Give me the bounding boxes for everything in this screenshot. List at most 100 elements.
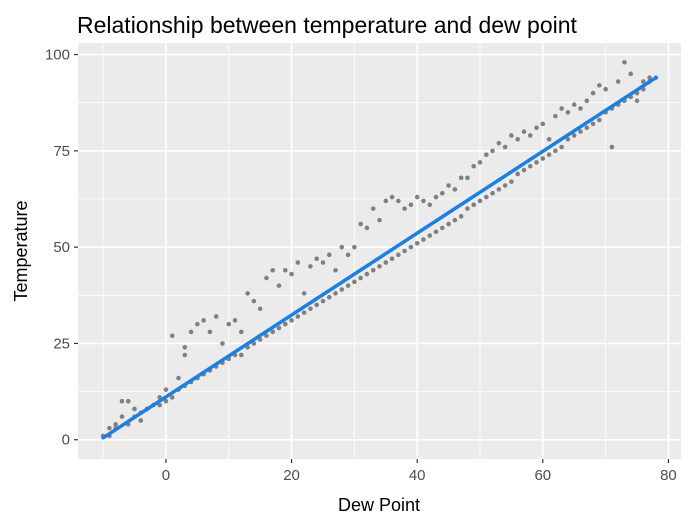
data-point <box>427 233 433 238</box>
data-point <box>477 160 483 165</box>
y-tick-label: 100 <box>45 47 70 64</box>
data-point <box>201 318 206 323</box>
data-point <box>565 110 571 115</box>
data-points <box>100 59 659 439</box>
data-point <box>559 106 564 111</box>
data-point <box>289 318 294 323</box>
data-point <box>370 267 376 273</box>
data-point <box>282 267 288 273</box>
data-point <box>389 256 395 262</box>
data-point <box>308 306 313 312</box>
data-point <box>314 302 319 308</box>
data-point <box>571 102 577 107</box>
data-point <box>540 121 546 127</box>
data-point <box>345 252 351 258</box>
data-point <box>320 298 326 304</box>
data-point <box>364 271 370 277</box>
data-point <box>195 321 200 327</box>
grid-lines <box>78 43 681 459</box>
data-point <box>597 83 602 88</box>
data-point <box>490 190 495 196</box>
data-point <box>213 314 219 319</box>
data-point <box>509 133 514 138</box>
data-point <box>527 133 533 138</box>
data-point <box>521 167 527 173</box>
data-point <box>440 190 445 196</box>
data-point <box>446 221 451 227</box>
x-tick-label: 60 <box>534 467 551 484</box>
data-point <box>571 133 577 138</box>
data-point <box>465 206 470 211</box>
data-point <box>402 206 407 211</box>
data-point <box>364 225 370 231</box>
data-point <box>540 156 546 161</box>
data-point <box>339 244 345 250</box>
data-point <box>521 129 527 134</box>
axes: 0 20 40 60 80 0 25 50 75 100 <box>45 47 677 484</box>
x-tick-label: 40 <box>409 467 426 484</box>
data-point <box>515 171 520 177</box>
data-point <box>433 229 439 235</box>
data-point <box>446 183 451 188</box>
data-point <box>603 86 608 92</box>
data-point <box>239 329 244 335</box>
data-point <box>163 387 169 392</box>
data-point <box>414 194 420 200</box>
data-point <box>345 283 351 288</box>
data-point <box>220 341 225 346</box>
data-point <box>389 194 395 200</box>
data-point <box>308 264 313 269</box>
data-point <box>182 352 188 358</box>
data-point <box>125 398 131 404</box>
data-point <box>483 152 489 158</box>
data-point <box>339 287 345 292</box>
data-point <box>553 148 558 154</box>
data-point <box>352 279 357 285</box>
data-point <box>295 314 301 319</box>
data-point <box>490 148 495 154</box>
y-tick-label: 75 <box>53 143 70 160</box>
data-point <box>590 121 596 127</box>
data-point <box>597 117 602 123</box>
data-point <box>496 140 502 146</box>
data-point <box>301 310 307 315</box>
y-axis-title: Temperature <box>11 200 31 301</box>
data-point <box>320 260 326 265</box>
data-point <box>377 217 382 223</box>
data-point <box>333 267 338 273</box>
data-point <box>452 217 458 223</box>
data-point <box>527 163 533 169</box>
data-point <box>634 98 640 104</box>
data-point <box>119 398 125 404</box>
data-point <box>483 194 489 200</box>
data-point <box>264 275 269 281</box>
data-point <box>169 333 175 339</box>
data-point <box>107 425 112 431</box>
data-point <box>264 333 269 339</box>
data-point <box>421 237 426 242</box>
data-point <box>565 136 571 142</box>
data-point <box>590 90 596 96</box>
data-point <box>396 252 401 258</box>
data-point <box>584 125 590 131</box>
data-point <box>182 344 188 350</box>
data-point <box>270 267 276 273</box>
x-tick-label: 20 <box>283 467 300 484</box>
data-point <box>301 291 307 296</box>
data-point <box>553 113 558 119</box>
data-point <box>402 248 407 254</box>
x-tick-label: 80 <box>660 467 677 484</box>
data-point <box>377 264 382 269</box>
data-point <box>239 352 244 358</box>
data-point <box>383 260 389 265</box>
data-point <box>509 179 514 184</box>
data-point <box>421 198 426 204</box>
data-point <box>276 325 282 331</box>
x-tick-label: 0 <box>162 467 170 484</box>
data-point <box>289 271 294 277</box>
data-point <box>622 59 627 65</box>
data-point <box>496 187 502 192</box>
data-point <box>452 187 458 192</box>
data-point <box>370 206 376 211</box>
